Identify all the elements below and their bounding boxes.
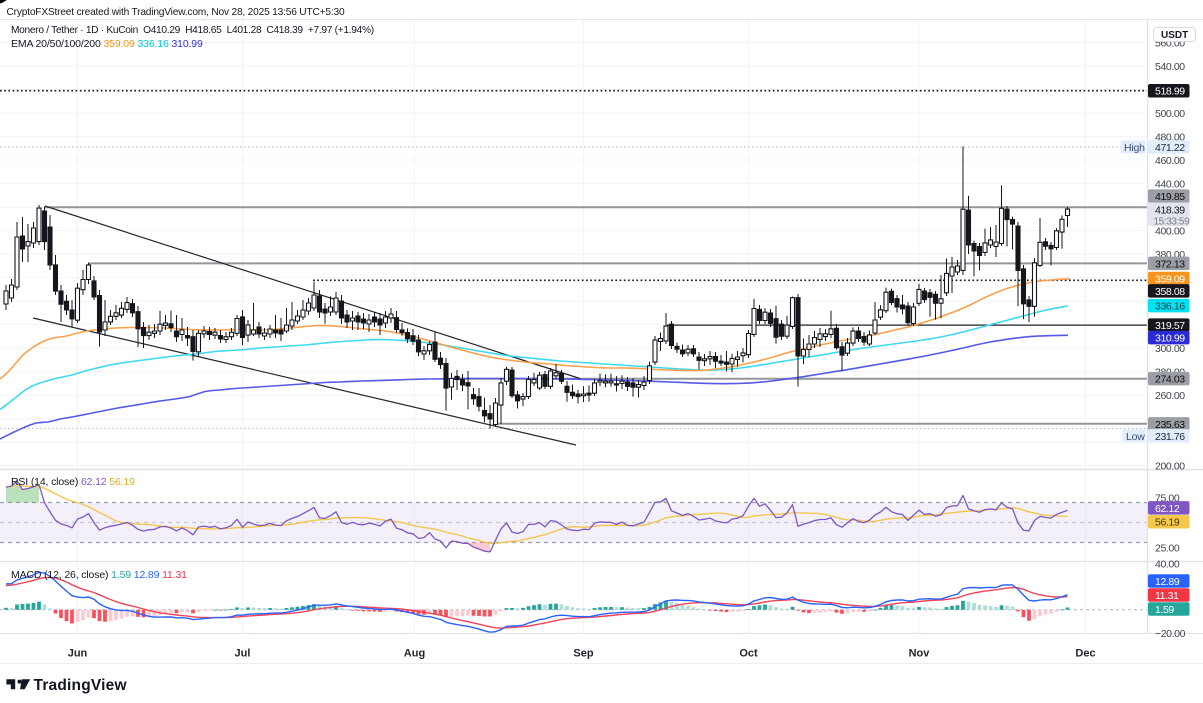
svg-text:RSI (14, close) 62.12 56.19: RSI (14, close) 62.12 56.19 [11,476,135,488]
svg-text:Aug: Aug [404,648,425,660]
svg-text:1.59: 1.59 [1155,604,1174,616]
svg-text:Oct: Oct [739,648,758,660]
svg-text:Low: Low [1126,431,1145,443]
svg-text:336.16: 336.16 [1155,301,1185,313]
svg-text:Nov: Nov [909,648,931,660]
svg-text:372.13: 372.13 [1155,258,1185,270]
svg-text:235.63: 235.63 [1155,419,1185,431]
svg-text:359.09: 359.09 [1155,274,1185,286]
svg-text:62.12: 62.12 [1155,503,1180,515]
svg-text:310.99: 310.99 [1155,333,1185,345]
svg-text:419.85: 419.85 [1155,191,1185,203]
svg-text:MACD (12, 26, close) 1.59 12.8: MACD (12, 26, close) 1.59 12.89 11.31 [11,569,187,581]
svg-text:418.39: 418.39 [1155,204,1185,216]
svg-text:200.00: 200.00 [1155,461,1185,473]
svg-text:471.22: 471.22 [1155,142,1185,154]
svg-text:High: High [1124,142,1145,154]
svg-text:460.00: 460.00 [1155,155,1185,167]
svg-text:319.57: 319.57 [1155,320,1185,332]
svg-text:540.00: 540.00 [1155,61,1185,73]
svg-text:300.00: 300.00 [1155,343,1185,355]
svg-text:12.89: 12.89 [1155,576,1180,588]
svg-text:15:33:59: 15:33:59 [1154,216,1191,227]
svg-text:56.19: 56.19 [1155,517,1180,529]
svg-text:400.00: 400.00 [1155,226,1185,238]
svg-text:500.00: 500.00 [1155,108,1185,120]
svg-text:Jul: Jul [235,648,251,660]
svg-text:CryptoFXStreet created with Tr: CryptoFXStreet created with TradingView.… [7,7,345,18]
svg-text:518.99: 518.99 [1155,86,1185,98]
svg-text:25.00: 25.00 [1155,543,1180,555]
svg-text:40.00: 40.00 [1155,559,1180,571]
svg-text:231.76: 231.76 [1155,431,1185,443]
svg-text:11.31: 11.31 [1155,590,1179,602]
svg-text:Monero / Tether · 1D · KuCoin: Monero / Tether · 1D · KuCoin O410.29 H4… [11,25,374,36]
svg-text:260.00: 260.00 [1155,390,1185,402]
svg-text:358.08: 358.08 [1155,286,1185,298]
svg-text:−20.00: −20.00 [1155,628,1186,640]
svg-text:USDT: USDT [1161,30,1188,41]
svg-text:440.00: 440.00 [1155,179,1185,191]
svg-text:274.03: 274.03 [1155,374,1185,386]
svg-text:TradingView: TradingView [34,677,128,694]
svg-text:Dec: Dec [1075,648,1095,660]
svg-text:Jun: Jun [68,648,88,660]
svg-text:EMA 20/50/100/200 359.09 336.1: EMA 20/50/100/200 359.09 336.16 310.99 [11,38,203,50]
svg-text:Sep: Sep [573,648,593,660]
